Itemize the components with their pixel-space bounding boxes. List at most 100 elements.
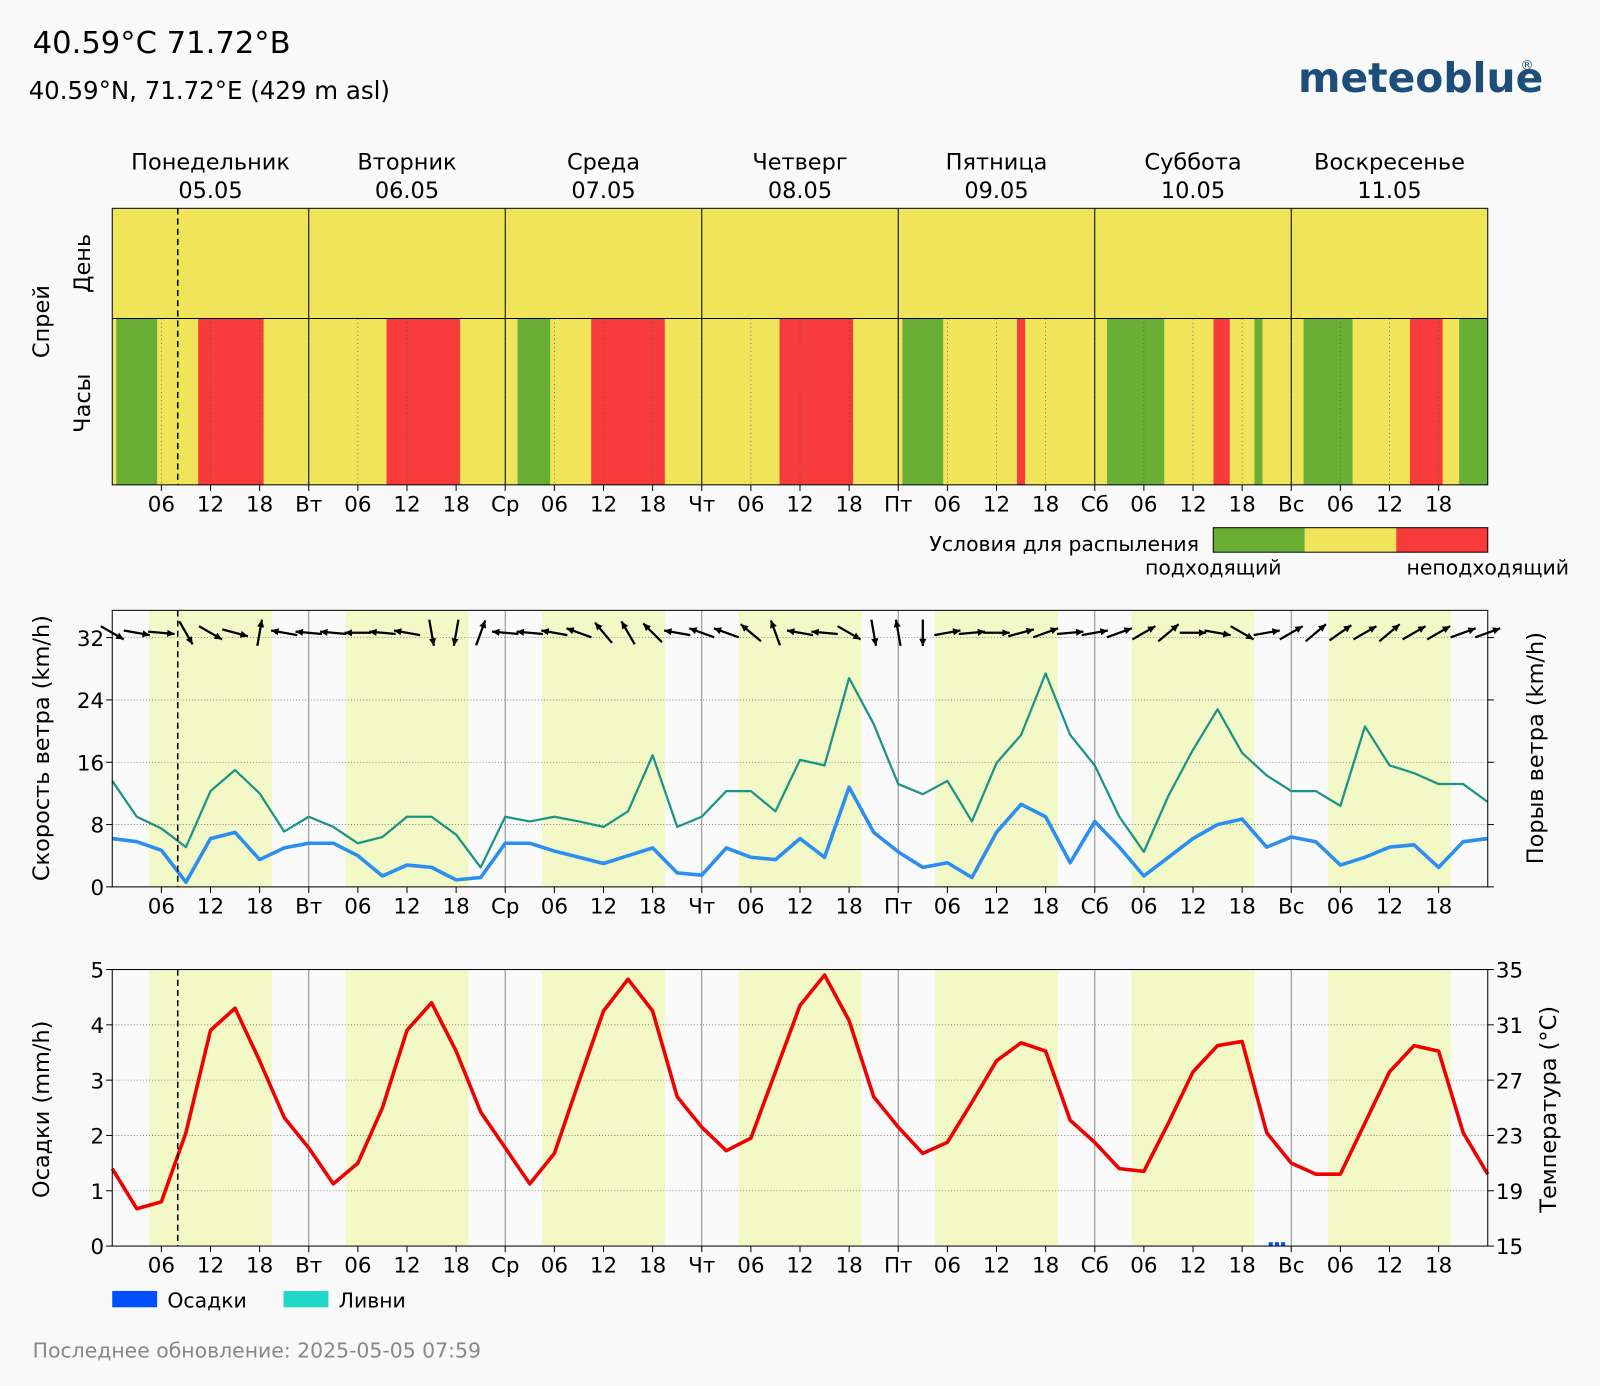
wind-arrow	[566, 627, 592, 639]
x-tick-label: 18	[246, 1254, 273, 1279]
wind-arrow-head	[664, 628, 672, 636]
wind-arrow-head	[492, 628, 500, 636]
page-title: 40.59°C 71.72°B	[33, 26, 291, 61]
hour-condition	[198, 318, 264, 485]
daylight-band	[1328, 969, 1451, 1247]
x-tick-label: 06	[541, 1254, 568, 1279]
temperature-line	[110, 973, 1490, 1211]
wind-arrow-head	[541, 628, 550, 636]
wind-arrow-head	[1492, 627, 1501, 635]
wind-arrow-head	[566, 627, 575, 635]
wind-arrow	[1204, 629, 1231, 638]
daylight-band	[149, 610, 272, 887]
x-tick-label: 06	[1327, 1254, 1354, 1279]
hour-condition	[1352, 318, 1410, 485]
x-tick-label: 18	[1229, 1254, 1256, 1279]
wind-arrow	[295, 628, 323, 636]
day-condition	[898, 208, 1095, 319]
y-axis-label: Осадки (mm/h)	[29, 1021, 55, 1199]
wind-speed-line	[112, 785, 1488, 884]
x-tick-label: Сб	[1081, 492, 1109, 517]
hour-condition	[853, 318, 903, 485]
x-tick-label: 06	[1327, 492, 1354, 517]
x-tick-label: 18	[1229, 492, 1256, 517]
y-tick-label: 4	[90, 1014, 104, 1039]
y-tick-label: 32	[77, 627, 104, 652]
day-condition	[1094, 208, 1292, 319]
hour-condition	[1107, 318, 1165, 485]
wind-arrow-head	[852, 632, 861, 640]
wind-arrow-head	[1198, 629, 1207, 637]
hour-condition	[779, 318, 854, 485]
y2-tick-label: 35	[1496, 959, 1523, 984]
day-date: 10.05	[1161, 178, 1225, 204]
y2-tick-label: 15	[1496, 1235, 1523, 1260]
wind-arrow	[148, 629, 175, 637]
x-tick-label: Вт	[295, 894, 322, 919]
wind-arrow	[1056, 628, 1084, 636]
wind-arrow	[642, 622, 663, 643]
x-tick-label: 18	[1229, 894, 1256, 919]
y-tick-label: 2	[90, 1125, 104, 1150]
day-name: Четверг	[752, 150, 847, 176]
x-tick-label: Чт	[688, 492, 715, 517]
day-name: Пятница	[946, 150, 1048, 176]
wind-arrow-head	[713, 627, 722, 635]
wind-arrow-head	[893, 619, 901, 628]
wind-arrow-head	[1025, 627, 1034, 635]
wind-arrow-head	[689, 627, 698, 635]
wind-arrow	[688, 627, 715, 639]
wind-arrow-head	[185, 636, 193, 645]
x-tick-label: 12	[197, 492, 224, 517]
wind-arrow	[934, 628, 961, 637]
y-tick-label: 5	[90, 959, 104, 984]
wind-arrow	[178, 620, 194, 645]
x-tick-label: 06	[344, 1254, 371, 1279]
wind-arrow-head	[1222, 630, 1231, 638]
wind-arrow-head	[1294, 626, 1303, 633]
x-tick-label: 12	[983, 894, 1010, 919]
wind-arrow-head	[213, 632, 222, 640]
x-tick-label: 18	[442, 1254, 469, 1279]
wind-arrow-head	[142, 630, 150, 638]
wind-arrow-head	[1147, 626, 1156, 633]
x-tick-label: Вт	[295, 492, 322, 517]
y2-tick-label: 31	[1496, 1014, 1523, 1039]
wind-arrow	[270, 628, 298, 637]
wind-arrow	[491, 628, 519, 636]
x-tick-label: Вс	[1278, 492, 1304, 517]
wind-arrow	[344, 629, 372, 637]
wind-arrow-head	[1002, 629, 1010, 637]
wind-arrow-head	[393, 628, 402, 636]
wind-arrow-head	[1417, 626, 1426, 633]
x-tick-label: 18	[442, 492, 469, 517]
x-tick-label: 18	[246, 492, 273, 517]
x-tick-label: 18	[836, 894, 863, 919]
footer: Последнее обновление: 2025-05-05 07:59	[33, 1338, 481, 1362]
wind-arrow-head	[115, 632, 124, 640]
y-axis-label: Скорость ветра (km/h)	[29, 615, 55, 881]
hour-condition	[1016, 318, 1026, 485]
daylight-band	[345, 969, 469, 1247]
wind-arrow	[620, 620, 636, 645]
hour-condition	[1409, 318, 1443, 485]
wind-arrow	[1106, 627, 1133, 639]
legend-label: неподходящий	[1407, 556, 1569, 580]
day-name: Вторник	[357, 150, 456, 176]
wind-arrow	[594, 621, 613, 644]
x-tick-label: Чт	[688, 894, 715, 919]
hour-condition	[902, 318, 944, 485]
wind-arrow	[983, 629, 1010, 637]
x-tick-label: Пт	[884, 894, 913, 919]
day-date: 08.05	[768, 178, 832, 204]
hour-condition	[1262, 318, 1304, 485]
wind-arrow	[369, 628, 396, 636]
day-condition	[701, 208, 899, 319]
wind-arrow	[713, 627, 740, 639]
wind-arrow	[1007, 627, 1035, 638]
gust-line	[111, 672, 1489, 869]
wind-arrow	[1450, 627, 1477, 639]
x-tick-label: 06	[148, 492, 175, 517]
wind-arrow-head	[1075, 628, 1084, 636]
wind-arrow-head	[770, 620, 777, 629]
